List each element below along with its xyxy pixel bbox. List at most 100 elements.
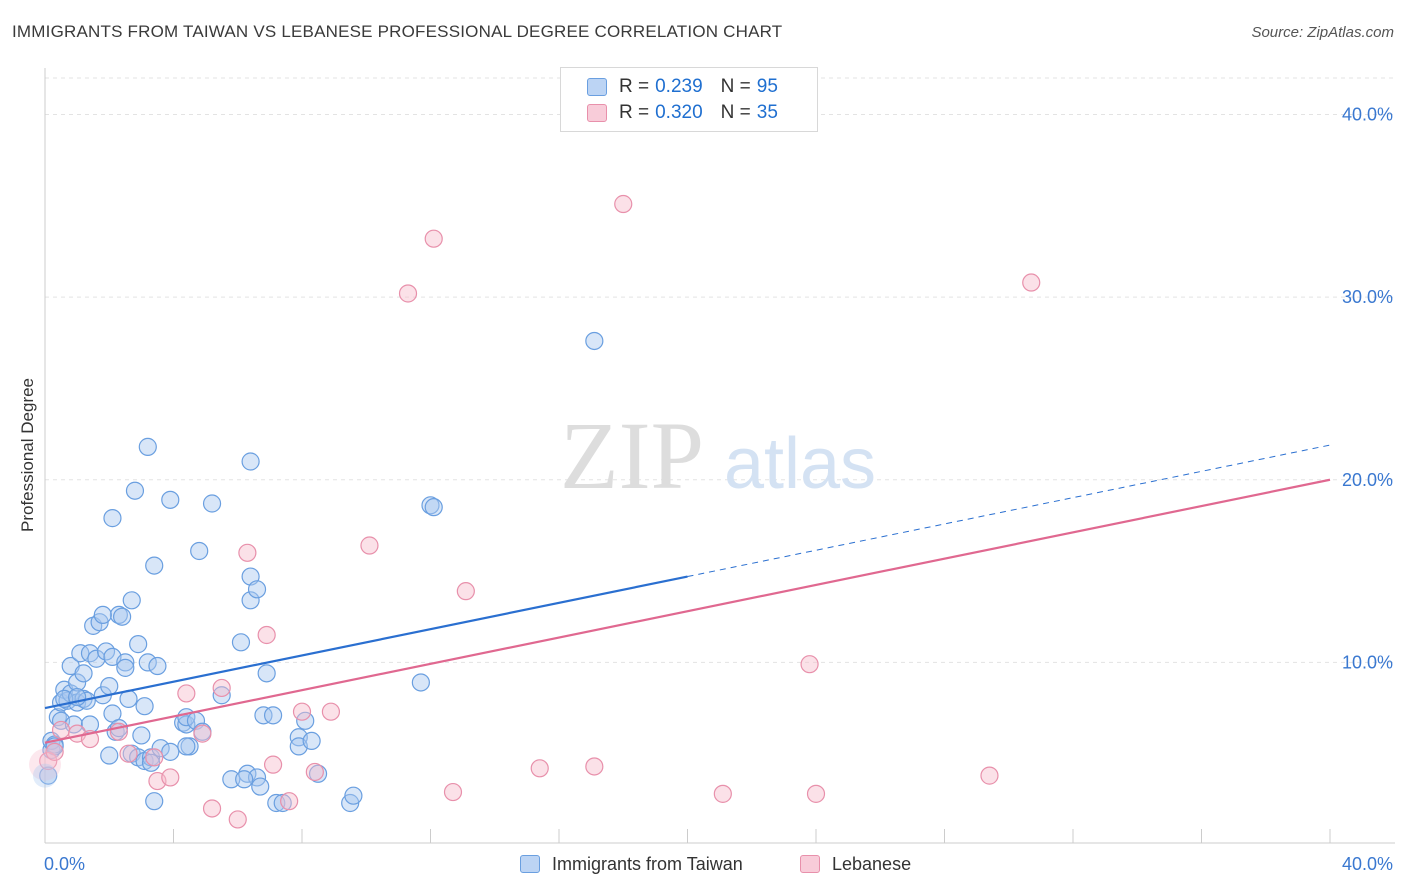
bottom-legend-swatch-taiwan bbox=[520, 855, 540, 873]
data-point-taiwan bbox=[235, 770, 254, 789]
watermark: ZIP atlas bbox=[560, 402, 876, 509]
trend-line-taiwan bbox=[44, 575, 688, 710]
data-point-lebanese bbox=[305, 762, 324, 782]
data-point-taiwan bbox=[151, 739, 170, 758]
data-point-taiwan bbox=[122, 591, 141, 610]
data-point-lebanese bbox=[263, 755, 283, 774]
x-tick-label: 0.0% bbox=[44, 854, 85, 874]
legend-n-value: 95 bbox=[756, 76, 778, 97]
data-point-lebanese bbox=[292, 702, 312, 721]
legend-r-label: R = bbox=[619, 102, 650, 123]
data-point-lebanese bbox=[398, 284, 418, 303]
y-tick-label: 10.0% bbox=[1342, 652, 1393, 672]
data-point-taiwan bbox=[112, 607, 132, 626]
data-point-lebanese bbox=[800, 655, 819, 674]
data-point-taiwan bbox=[241, 591, 260, 610]
data-point-lebanese bbox=[530, 759, 549, 778]
data-point-lebanese bbox=[280, 792, 299, 811]
data-point-taiwan bbox=[87, 649, 106, 668]
data-point-lebanese bbox=[212, 678, 231, 698]
trend-lines bbox=[44, 444, 1331, 744]
bottom-legend-taiwan: Immigrants from Taiwan bbox=[520, 852, 743, 876]
legend-row-lebanese: R = 0.320 N = 35 bbox=[587, 101, 778, 125]
data-point-lebanese bbox=[980, 766, 999, 785]
legend-r-value: 0.239 bbox=[655, 76, 703, 97]
axes bbox=[44, 68, 1395, 844]
data-point-lebanese bbox=[713, 784, 732, 803]
tick-labels: 10.0% 20.0% 30.0% 40.0% 0.0% 40.0% bbox=[44, 105, 1393, 874]
data-point-lebanese bbox=[145, 748, 164, 767]
data-point-taiwan bbox=[247, 580, 267, 599]
data-point-lebanese bbox=[228, 810, 247, 829]
data-point-taiwan bbox=[74, 664, 93, 683]
data-point-lebanese bbox=[321, 702, 341, 721]
legend-r-label: R = bbox=[619, 76, 650, 97]
legend-n-label: N = bbox=[720, 102, 751, 123]
data-point-taiwan bbox=[148, 656, 167, 676]
bottom-legend-label-lebanese: Lebanese bbox=[832, 853, 912, 874]
data-point-taiwan bbox=[103, 509, 122, 528]
data-point-lebanese bbox=[424, 229, 443, 248]
legend-row-taiwan: R = 0.239 N = 95 bbox=[587, 75, 778, 99]
data-point-taiwan bbox=[238, 764, 257, 783]
data-point-taiwan bbox=[254, 706, 273, 725]
data-point-taiwan bbox=[161, 490, 180, 509]
bottom-legend-label-taiwan: Immigrants from Taiwan bbox=[552, 853, 743, 874]
data-point-lebanese bbox=[45, 742, 64, 761]
data-point-taiwan bbox=[116, 658, 135, 677]
data-point-taiwan bbox=[421, 496, 440, 515]
data-points bbox=[29, 194, 1041, 829]
legend-swatch-taiwan bbox=[587, 78, 607, 96]
data-point-taiwan bbox=[251, 777, 270, 796]
data-point-taiwan bbox=[138, 437, 157, 456]
y-tick-label: 40.0% bbox=[1342, 105, 1393, 125]
data-point-taiwan bbox=[263, 706, 283, 725]
legend-r-value: 0.320 bbox=[655, 102, 703, 123]
data-point-taiwan bbox=[257, 664, 276, 683]
data-point-taiwan bbox=[202, 494, 222, 513]
y-tick-label: 20.0% bbox=[1342, 470, 1393, 490]
data-point-taiwan bbox=[93, 605, 112, 625]
data-point-taiwan bbox=[190, 541, 209, 561]
legend-n-label: N = bbox=[720, 76, 751, 97]
data-point-lebanese bbox=[585, 757, 604, 776]
data-point-lebanese bbox=[29, 748, 61, 781]
data-point-taiwan bbox=[129, 635, 148, 654]
data-point-taiwan bbox=[344, 786, 363, 805]
data-point-taiwan bbox=[138, 653, 157, 672]
data-point-lebanese bbox=[177, 684, 196, 703]
data-point-lebanese bbox=[161, 768, 180, 787]
watermark-zip: ZIP bbox=[560, 402, 704, 509]
data-point-lebanese bbox=[119, 744, 138, 763]
data-point-taiwan bbox=[39, 766, 58, 785]
data-point-lebanese bbox=[257, 625, 276, 645]
data-point-lebanese bbox=[51, 720, 71, 740]
data-point-taiwan bbox=[273, 793, 292, 813]
source-label: Source: ZipAtlas.com bbox=[1251, 24, 1394, 41]
data-point-lebanese bbox=[456, 582, 475, 601]
legend-swatch-lebanese bbox=[587, 104, 607, 122]
data-point-taiwan bbox=[222, 770, 241, 789]
data-point-taiwan bbox=[177, 715, 196, 734]
data-point-taiwan bbox=[68, 673, 87, 692]
data-point-lebanese bbox=[238, 543, 257, 562]
data-point-taiwan bbox=[100, 746, 119, 765]
data-point-lebanese bbox=[193, 724, 212, 743]
data-point-taiwan bbox=[161, 742, 180, 761]
bottom-legend-swatch-lebanese bbox=[800, 855, 820, 873]
data-point-taiwan bbox=[100, 677, 119, 696]
data-point-lebanese bbox=[1022, 273, 1041, 292]
data-point-taiwan bbox=[145, 556, 164, 575]
legend-n-value: 35 bbox=[756, 102, 778, 123]
data-point-lebanese bbox=[202, 799, 222, 818]
data-point-lebanese bbox=[360, 536, 379, 555]
data-point-taiwan bbox=[241, 452, 260, 471]
data-point-taiwan bbox=[116, 653, 135, 672]
trend-line-lebanese bbox=[44, 478, 1331, 744]
y-tick-label: 30.0% bbox=[1342, 287, 1393, 307]
data-point-taiwan bbox=[177, 737, 196, 756]
data-point-taiwan bbox=[109, 605, 128, 625]
chart-title: IMMIGRANTS FROM TAIWAN VS LEBANESE PROFE… bbox=[12, 22, 783, 41]
data-point-taiwan bbox=[125, 481, 145, 500]
